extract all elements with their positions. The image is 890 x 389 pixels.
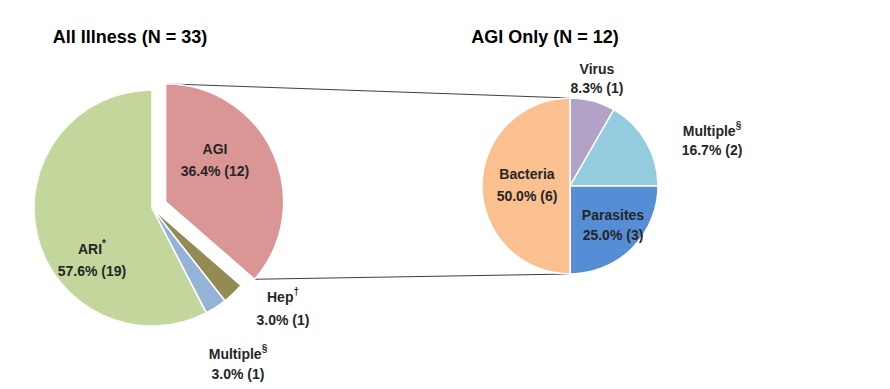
slice-name: Virus [580,61,615,77]
slice-value: 8.3% (1) [571,80,624,96]
pie-chart: AGI Only (N = 12) Virus 8.3% (1) Multiple§ 1… [471,27,742,274]
chart-title: All Illness (N = 33) [53,27,208,47]
connector-line [166,84,570,98]
data-labels: AGI 36.4% (12) Hep† 3.0% (1) Multiple§ 3.0% (… [58,141,310,382]
connector-line [255,274,570,279]
data-labels: Virus 8.3% (1) Multiple§ 16.7% (2) Parasites… [497,61,743,243]
label-mark: § [262,343,268,354]
slice-value: 25.0% (3) [583,227,644,243]
slice-name: AGI [203,141,228,157]
pie-slice [570,110,658,186]
slice-value: 50.0% (6) [497,188,558,204]
label-mark: * [102,238,106,249]
slice-value: 36.4% (12) [181,163,249,179]
label-mark: † [293,286,299,297]
slice-name: Parasites [582,207,644,223]
slice-value: 3.0% (1) [257,312,310,328]
slice-name: Multiple§ [683,120,742,139]
slices [34,84,284,326]
label-base: Hep [267,289,293,305]
slices [482,98,658,274]
pie-slice [482,98,570,274]
label-base: ARI [78,241,102,257]
slice-name: Multiple§ [209,343,268,362]
slice-value: 16.7% (2) [682,142,743,158]
slice-name: Hep† [267,286,299,305]
slice-name: ARI* [78,238,106,257]
label-base: Multiple [209,346,262,362]
pie-chart: All Illness (N = 33) AGI 36.4% (12) Hep† 3.0… [34,27,309,382]
slice-name: Bacteria [499,166,554,182]
label-base: Multiple [683,123,736,139]
pie-slice [34,90,206,326]
chart: All Illness (N = 33) AGI 36.4% (12) Hep† 3.0… [0,0,890,389]
label-mark: § [736,120,742,131]
pie-slice [570,186,658,274]
chart-title: AGI Only (N = 12) [471,27,619,47]
connectors [166,84,570,279]
slice-value: 3.0% (1) [212,366,265,382]
slice-value: 57.6% (19) [58,263,126,279]
